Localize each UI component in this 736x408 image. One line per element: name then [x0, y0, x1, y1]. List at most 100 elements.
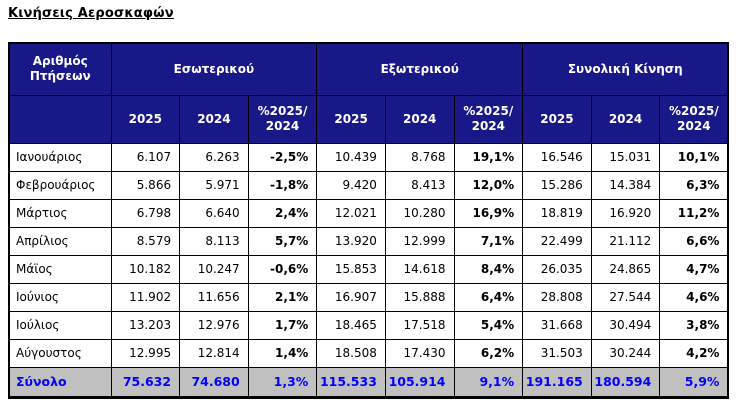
flights-value-cell: 12.021 — [316, 198, 386, 228]
total-row: Σύνολο 75.632 74.680 1,3% 115.533 105.91… — [8, 366, 729, 398]
percent-change-cell: 6,3% — [659, 170, 729, 200]
aircraft-movements-table: Αριθμός Πτήσεων Εσωτερικού Εξωτερικού Συ… — [8, 42, 730, 399]
percent-change-cell: 6,4% — [453, 282, 524, 312]
percent-change-cell: 12,0% — [453, 170, 524, 200]
year-header-2025: 2025 — [316, 94, 386, 144]
flights-value-cell: 21.112 — [590, 226, 661, 256]
total-label: Σύνολο — [8, 366, 112, 398]
group-header-international: Εξωτερικού — [316, 42, 524, 96]
group-header-domestic: Εσωτερικού — [110, 42, 318, 96]
flights-value-cell: 12.814 — [179, 338, 249, 368]
table-row: Μάρτιος 6.798 6.640 2,4% 12.021 10.280 16,9% 18… — [8, 198, 729, 228]
flights-value-cell: 24.865 — [590, 254, 661, 284]
pct-change-header: %2025/ 2024 — [453, 94, 524, 144]
month-cell: Μάϊος — [8, 254, 112, 284]
flights-value-cell: 10.247 — [179, 254, 249, 284]
flights-value-cell: 12.995 — [110, 338, 181, 368]
flights-value-cell: 6.107 — [110, 142, 181, 172]
flights-value-cell: 18.465 — [316, 310, 386, 340]
month-cell: Ιανουάριος — [8, 142, 112, 172]
flights-value-cell: 8.113 — [179, 226, 249, 256]
table-row: Αύγουστος 12.995 12.814 1,4% 18.508 17.430 6,2… — [8, 338, 729, 368]
flights-value-cell: 16.907 — [316, 282, 386, 312]
total-percent-cell: 5,9% — [659, 366, 729, 398]
month-cell: Μάρτιος — [8, 198, 112, 228]
percent-change-cell: 6,6% — [659, 226, 729, 256]
total-value-cell: 191.165 — [522, 366, 592, 398]
percent-change-cell: 5,4% — [453, 310, 524, 340]
percent-change-cell: 10,1% — [659, 142, 729, 172]
flights-value-cell: 30.244 — [590, 338, 661, 368]
percent-change-cell: 1,4% — [247, 338, 318, 368]
percent-change-cell: 2,1% — [247, 282, 318, 312]
flights-value-cell: 28.808 — [522, 282, 592, 312]
total-percent-cell: 9,1% — [453, 366, 524, 398]
percent-change-cell: 5,7% — [247, 226, 318, 256]
month-cell: Αύγουστος — [8, 338, 112, 368]
flights-value-cell: 16.920 — [590, 198, 661, 228]
percent-change-cell: 3,8% — [659, 310, 729, 340]
empty-header-cell — [8, 94, 112, 144]
flights-value-cell: 30.494 — [590, 310, 661, 340]
percent-change-cell: 8,4% — [453, 254, 524, 284]
table-row: Απρίλιος 8.579 8.113 5,7% 13.920 12.999 7,1% 22… — [8, 226, 729, 256]
percent-change-cell: 16,9% — [453, 198, 524, 228]
flights-value-cell: 5.866 — [110, 170, 181, 200]
percent-change-cell: 11,2% — [659, 198, 729, 228]
flights-value-cell: 15.888 — [384, 282, 455, 312]
month-cell: Φεβρουάριος — [8, 170, 112, 200]
year-header-row: 2025 2024 %2025/ 2024 2025 2024 %2025/ 2… — [8, 94, 729, 144]
flights-value-cell: 10.439 — [316, 142, 386, 172]
total-value-cell: 180.594 — [590, 366, 661, 398]
table-row: Ιανουάριος 6.107 6.263 -2,5% 10.439 8.768 19,1… — [8, 142, 729, 172]
total-value-cell: 105.914 — [384, 366, 455, 398]
flights-value-cell: 6.263 — [179, 142, 249, 172]
flights-value-cell: 10.182 — [110, 254, 181, 284]
group-header-total: Συνολική Κίνηση — [522, 42, 729, 96]
flights-value-cell: 11.656 — [179, 282, 249, 312]
flights-value-cell: 13.203 — [110, 310, 181, 340]
table-row: Ιούνιος 11.902 11.656 2,1% 16.907 15.888 6,4% 2… — [8, 282, 729, 312]
table-row: Φεβρουάριος 5.866 5.971 -1,8% 9.420 8.413 12,0… — [8, 170, 729, 200]
flights-value-cell: 17.430 — [384, 338, 455, 368]
flights-value-cell: 27.544 — [590, 282, 661, 312]
month-cell: Ιούλιος — [8, 310, 112, 340]
flights-value-cell: 15.853 — [316, 254, 386, 284]
pct-change-header: %2025/ 2024 — [659, 94, 729, 144]
table-row: Μάϊος 10.182 10.247 -0,6% 15.853 14.618 8,4% 26… — [8, 254, 729, 284]
flights-value-cell: 5.971 — [179, 170, 249, 200]
flights-value-cell: 18.508 — [316, 338, 386, 368]
flights-value-cell: 26.035 — [522, 254, 592, 284]
year-header-2025: 2025 — [522, 94, 592, 144]
flights-value-cell: 12.976 — [179, 310, 249, 340]
flights-value-cell: 15.286 — [522, 170, 592, 200]
percent-change-cell: 4,2% — [659, 338, 729, 368]
flights-value-cell: 8.768 — [384, 142, 455, 172]
flights-value-cell: 31.668 — [522, 310, 592, 340]
flights-value-cell: 17.518 — [384, 310, 455, 340]
total-percent-cell: 1,3% — [247, 366, 318, 398]
total-value-cell: 115.533 — [316, 366, 386, 398]
flights-value-cell: 6.640 — [179, 198, 249, 228]
percent-change-cell: 19,1% — [453, 142, 524, 172]
total-value-cell: 74.680 — [179, 366, 249, 398]
flights-value-cell: 14.618 — [384, 254, 455, 284]
percent-change-cell: -0,6% — [247, 254, 318, 284]
percent-change-cell: -1,8% — [247, 170, 318, 200]
percent-change-cell: 4,7% — [659, 254, 729, 284]
page-title: Κινήσεις Αεροσκαφών — [8, 6, 174, 21]
flights-value-cell: 8.579 — [110, 226, 181, 256]
flights-value-cell: 16.546 — [522, 142, 592, 172]
table-row: Ιούλιος 13.203 12.976 1,7% 18.465 17.518 5,4% 3… — [8, 310, 729, 340]
flights-value-cell: 11.902 — [110, 282, 181, 312]
month-cell: Ιούνιος — [8, 282, 112, 312]
percent-change-cell: 2,4% — [247, 198, 318, 228]
group-header-row: Αριθμός Πτήσεων Εσωτερικού Εξωτερικού Συ… — [8, 42, 729, 96]
flights-value-cell: 6.798 — [110, 198, 181, 228]
year-header-2024: 2024 — [590, 94, 661, 144]
flights-value-cell: 31.503 — [522, 338, 592, 368]
flights-value-cell: 18.819 — [522, 198, 592, 228]
month-cell: Απρίλιος — [8, 226, 112, 256]
corner-header: Αριθμός Πτήσεων — [8, 42, 112, 96]
flights-value-cell: 10.280 — [384, 198, 455, 228]
